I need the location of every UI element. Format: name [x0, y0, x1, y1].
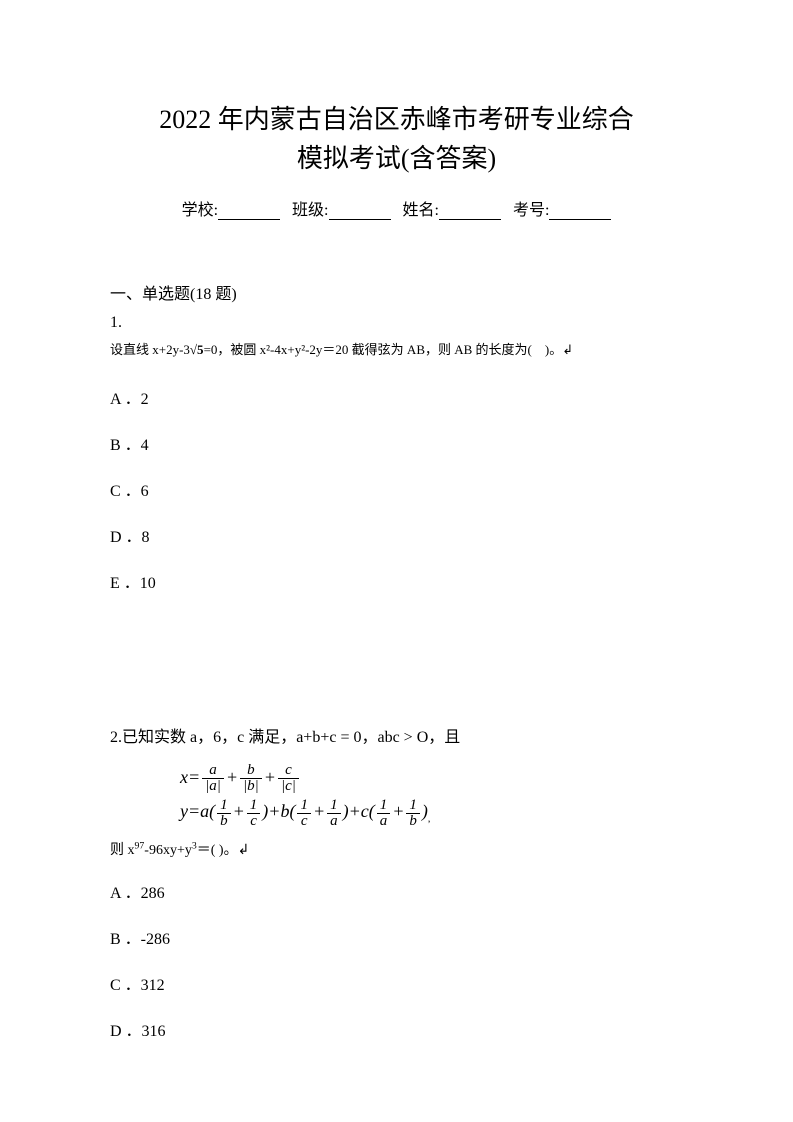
frac-c-over-absc: c|c|: [278, 763, 299, 794]
class-label: 班级:: [292, 202, 328, 219]
spacer: [110, 615, 683, 725]
q2-exp1: 97: [135, 840, 145, 851]
document-title: 2022 年内蒙古自治区赤峰市考研专业综合 模拟考试(含答案): [110, 100, 683, 178]
name-blank: [439, 204, 501, 220]
q1-option-d: D ．8: [110, 523, 683, 547]
q1-number: 1.: [110, 314, 683, 332]
q2-result: 则 x97-96xy+y3＝( )。↲: [110, 839, 683, 859]
q2-formula-y: y=a(1b+1c)+b(1c+1a)+c(1a+1b),: [180, 794, 683, 829]
q2-result-prefix: 则 x: [110, 843, 135, 858]
q2-y-mid1: )+b(: [262, 801, 295, 821]
student-info-line: 学校: 班级: 姓名: 考号:: [110, 196, 683, 220]
frac-a-over-absa: a|a|: [202, 763, 224, 794]
frac-1c: 1c: [247, 798, 261, 829]
examno-blank: [549, 204, 611, 220]
frac-1a2: 1a: [377, 798, 391, 829]
frac-1a: 1a: [327, 798, 341, 829]
frac-b-over-absb: b|b|: [240, 763, 262, 794]
frac-1b: 1b: [217, 798, 231, 829]
examno-label: 考号:: [513, 202, 549, 219]
name-label: 姓名:: [403, 202, 439, 219]
q1-statement: 设直线 x+2y-3√5=0，被圆 x²-4x+y²-2y＝20 截得弦为 AB…: [110, 340, 683, 360]
title-line-1: 2022 年内蒙古自治区赤峰市考研专业综合: [110, 100, 683, 139]
section-header: 一、单选题(18 题): [110, 280, 683, 304]
q1-option-c: C ．6: [110, 477, 683, 501]
q1-stmt-mid: =0，被圆 x²-4x+y²-2y＝20 截得弦为 AB，则 AB 的长度为(: [204, 342, 532, 357]
q1-option-b: B ．4: [110, 431, 683, 455]
q2-option-b: B ．-286: [110, 925, 683, 949]
q2-option-a: A ．286: [110, 879, 683, 903]
q2-result-mid1: -96xy+y: [144, 843, 192, 858]
q1-sqrt: √5: [190, 342, 204, 357]
q1-stmt-prefix: 设直线 x+2y-3: [110, 342, 190, 357]
q1-option-a: A ．2: [110, 385, 683, 409]
q2-y-prefix: y=a(: [180, 801, 215, 821]
q2-formula-block: x=a|a|+b|b|+c|c| y=a(1b+1c)+b(1c+1a)+c(1…: [180, 760, 683, 829]
q2-result-suffix: ＝( )。↲: [197, 843, 250, 858]
q1-option-e: E ．10: [110, 569, 683, 593]
q2-formula-x: x=a|a|+b|b|+c|c|: [180, 760, 683, 794]
school-blank: [218, 204, 280, 220]
school-label: 学校:: [182, 202, 218, 219]
q2-option-c: C ．312: [110, 971, 683, 995]
q1-stmt-suffix: )。↲: [545, 342, 573, 357]
class-blank: [329, 204, 391, 220]
q2-text: 2.已知实数 a，6，c 满足，a+b+c = 0，abc > O，且: [110, 725, 683, 751]
frac-1b2: 1b: [406, 798, 420, 829]
q2-y-mid2: )+c(: [343, 801, 375, 821]
frac-1c2: 1c: [297, 798, 311, 829]
q2-x-prefix: x=: [180, 767, 200, 787]
q2-option-d: D ．316: [110, 1017, 683, 1041]
title-line-2: 模拟考试(含答案): [110, 139, 683, 178]
